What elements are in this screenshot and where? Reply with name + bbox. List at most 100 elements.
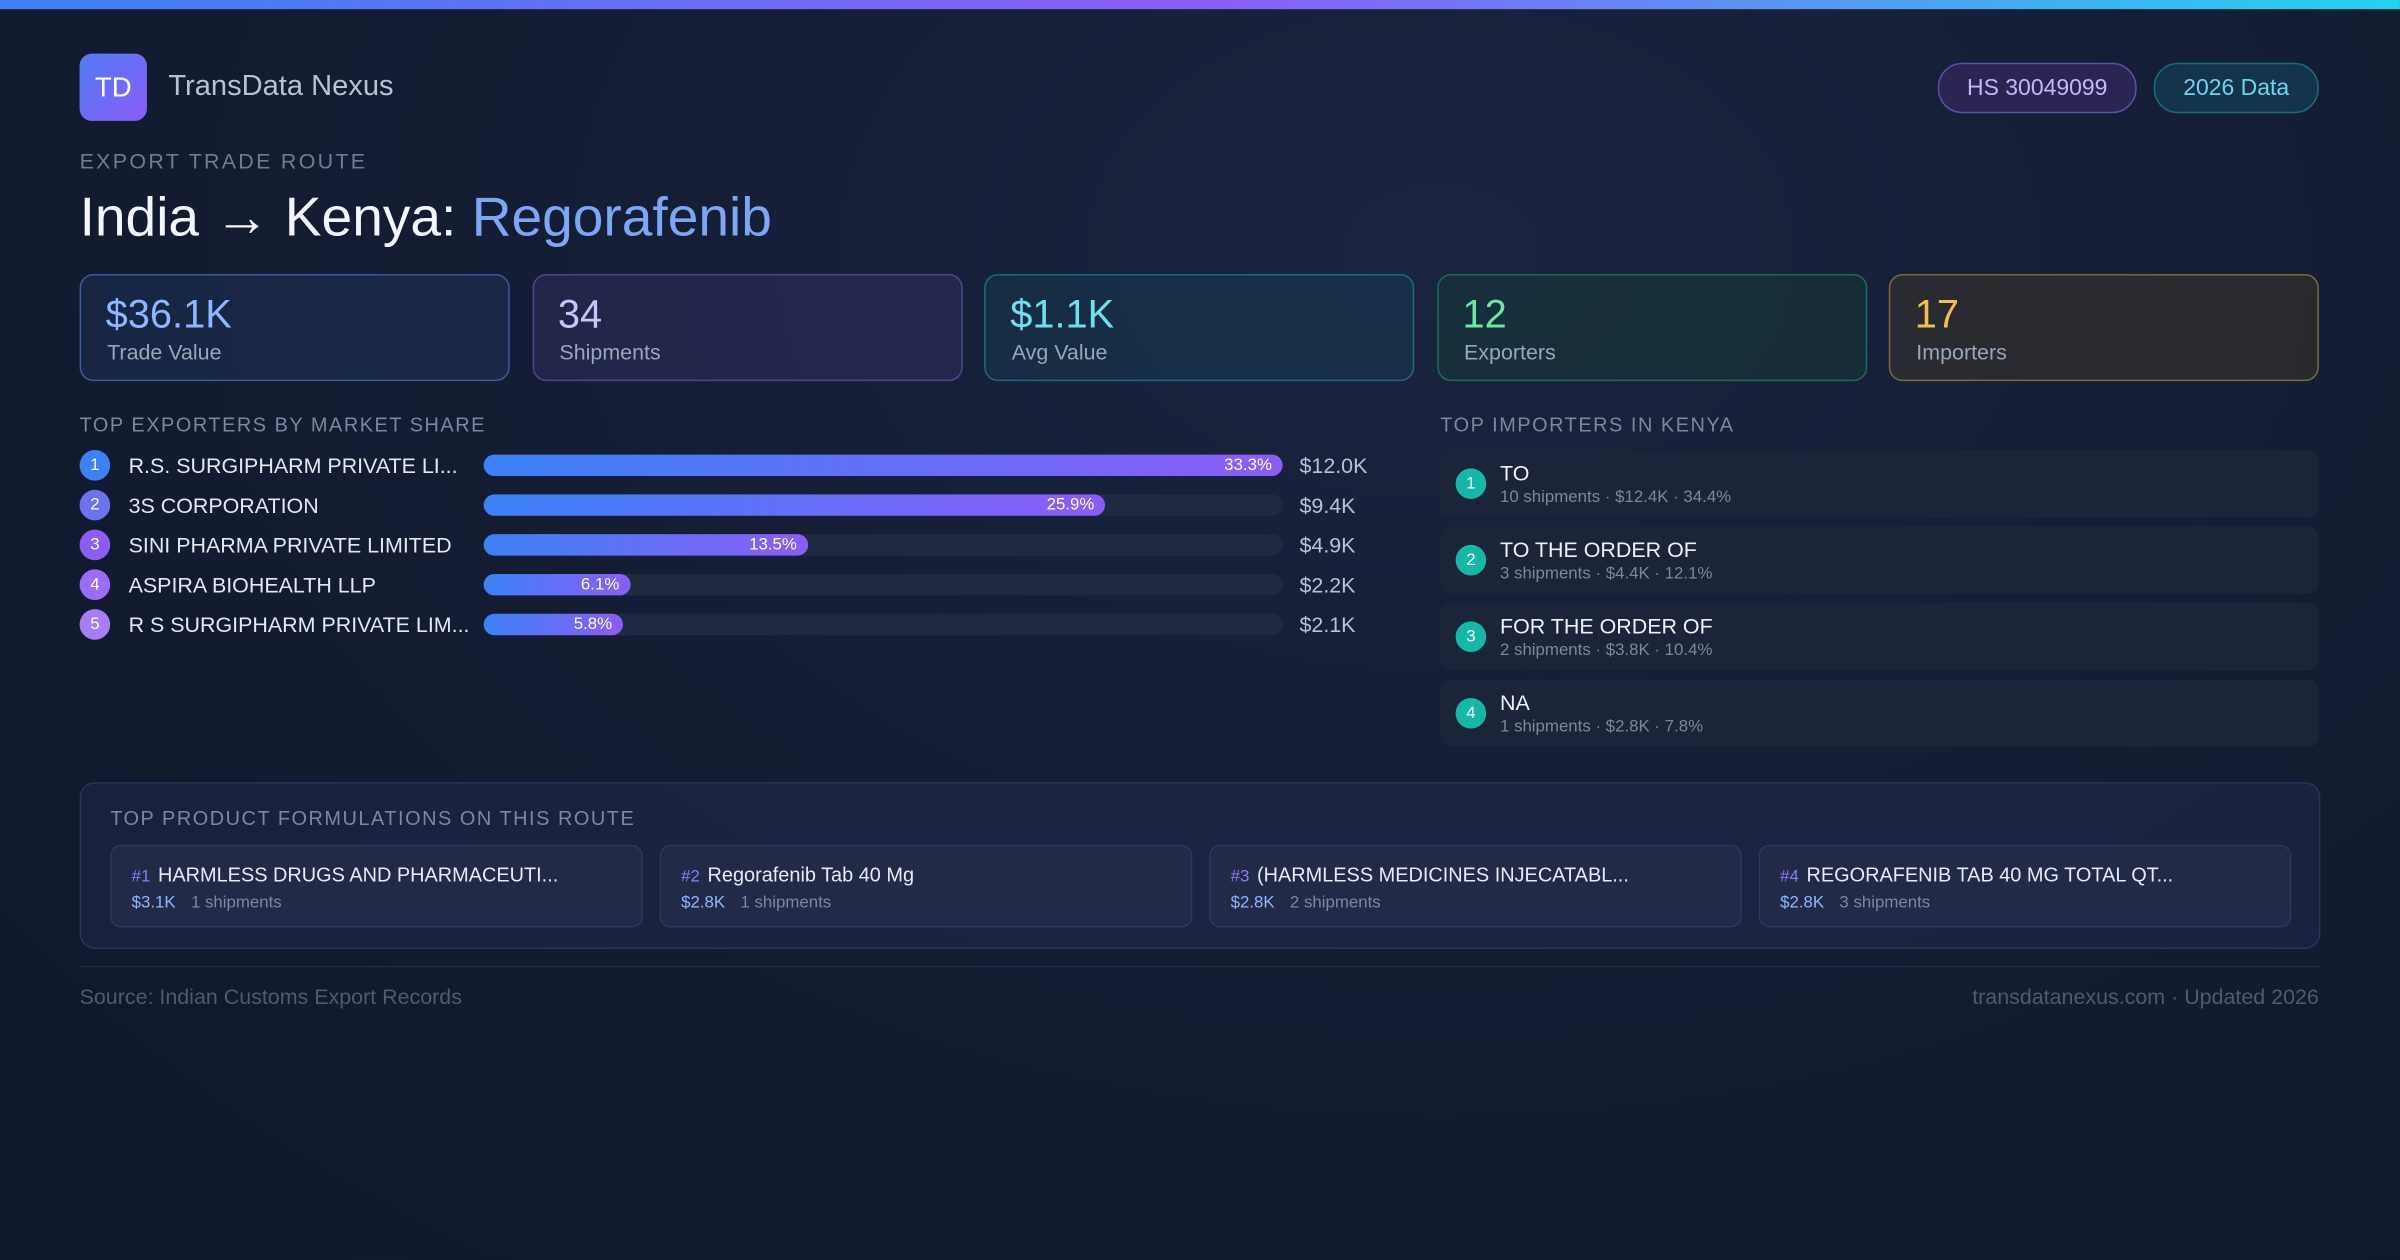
formulation-card: #3 (HARMLESS MEDICINES INJECATABL... $2.8K… — [1209, 844, 1742, 928]
formulation-title: HARMLESS DRUGS AND PHARMACEUTI... — [158, 863, 559, 887]
bar-label: 6.1% — [580, 575, 620, 594]
formulation-shipments: 3 shipments — [1839, 893, 1931, 913]
stat-label: Importers — [1916, 339, 2007, 365]
badge[interactable]: 2026 Data — [2153, 62, 2319, 114]
share-bar: 6.1% — [483, 573, 631, 596]
exporter-name: ASPIRA BIOHEALTH LLP — [128, 572, 376, 597]
formulation-name: #1 HARMLESS DRUGS AND PHARMACEUTI... — [132, 863, 559, 886]
formulation-meta: $2.8K 2 shipments — [1231, 894, 1381, 912]
formulation-title: Regorafenib Tab 40 Mg — [707, 863, 915, 887]
rank-badge: 4 — [1455, 697, 1487, 729]
formulation-shipments: 1 shipments — [740, 893, 832, 913]
formulation-value: $2.8K — [1230, 893, 1275, 913]
stat-card: 12 Exporters — [1436, 273, 1867, 382]
stat-label: Exporters — [1464, 339, 1556, 365]
bar-label: 25.9% — [1046, 495, 1095, 515]
importer-name: NA — [1499, 690, 1530, 715]
formulation-name: #3 (HARMLESS MEDICINES INJECATABL... — [1231, 863, 1629, 886]
formulation-rank: #2 — [681, 867, 700, 887]
share-bar: 33.3% — [483, 454, 1283, 477]
brand: TransData Nexus — [168, 70, 394, 103]
footer-site: transdatanexus.com · Updated 2026 — [1972, 984, 2319, 1009]
divider — [79, 965, 2319, 968]
stat-card: $36.1K Trade Value — [79, 273, 510, 382]
stat-label: Avg Value — [1011, 339, 1108, 365]
formulation-card: #1 HARMLESS DRUGS AND PHARMACEUTI... $3.1K… — [110, 844, 643, 928]
stat-card: $1.1K Avg Value — [984, 273, 1415, 382]
formulation-title: REGORAFENIB TAB 40 MG TOTAL QT... — [1806, 863, 2174, 887]
importer-detail: 3 shipments · $4.4K · 12.1% — [1499, 564, 1713, 584]
formulation-name: #4 REGORAFENIB TAB 40 MG TOTAL QT... — [1780, 863, 2173, 886]
accent-bar — [0, 0, 2400, 10]
rank-badge: 3 — [1455, 621, 1487, 653]
bar-track — [483, 613, 1283, 636]
formulation-rank: #4 — [1780, 867, 1799, 887]
rank-badge: 4 — [79, 569, 111, 600]
title-product: Regorafenib — [471, 185, 772, 248]
rank-badge: 1 — [79, 449, 111, 481]
bar-label: 5.8% — [573, 615, 613, 634]
formulation-meta: $2.8K 1 shipments — [681, 894, 831, 912]
share-bar: 25.9% — [483, 494, 1106, 516]
section-title: TOP EXPORTERS BY MARKET SHARE — [79, 413, 486, 437]
importer-name: TO THE ORDER OF — [1499, 537, 1697, 562]
formulation-meta: $2.8K 3 shipments — [1780, 894, 1930, 912]
eyebrow: EXPORT TRADE ROUTE — [79, 148, 368, 173]
formulation-shipments: 2 shipments — [1289, 893, 1381, 913]
stat-value: 17 — [1914, 290, 1960, 337]
stat-value: $36.1K — [105, 290, 232, 337]
importer-card: 1 TO 10 shipments · $12.4K · 34.4% — [1440, 449, 2319, 518]
importer-name: TO — [1499, 460, 1530, 486]
formulation-meta: $3.1K 1 shipments — [132, 894, 282, 912]
page-title: India → Kenya: Regorafenib — [80, 185, 772, 249]
exporter-name: R.S. SURGIPHARM PRIVATE LI... — [128, 453, 458, 478]
title-route: India → Kenya: — [79, 185, 457, 248]
exporter-value: $2.1K — [1299, 612, 1356, 637]
formulation-value: $3.1K — [131, 893, 176, 913]
logo: TD — [79, 53, 147, 121]
rank-badge: 5 — [79, 609, 111, 640]
section-title: TOP PRODUCT FORMULATIONS ON THIS ROUTE — [110, 806, 636, 830]
exporter-name: 3S CORPORATION — [128, 492, 319, 518]
importer-name: FOR THE ORDER OF — [1499, 613, 1713, 639]
formulation-title: (HARMLESS MEDICINES INJECATABL... — [1257, 863, 1629, 887]
stat-card: 34 Shipments — [531, 273, 962, 382]
rank-badge: 3 — [79, 529, 111, 561]
importer-card: 2 TO THE ORDER OF 3 shipments · $4.4K · 12… — [1440, 526, 2319, 594]
formulation-rank: #1 — [131, 867, 151, 887]
importer-card: 3 FOR THE ORDER OF 2 shipments · $3.8K · 1… — [1440, 603, 2319, 671]
section-title: TOP IMPORTERS IN KENYA — [1440, 413, 1735, 437]
formulation-shipments: 1 shipments — [190, 893, 282, 913]
stat-label: Trade Value — [107, 339, 222, 365]
exporter-value: $2.2K — [1299, 572, 1356, 597]
importer-detail: 10 shipments · $12.4K · 34.4% — [1499, 488, 1732, 507]
formulation-name: #2 Regorafenib Tab 40 Mg — [681, 863, 914, 886]
formulation-card: #2 Regorafenib Tab 40 Mg $2.8K 1 shipments — [659, 844, 1193, 928]
formulation-card: #4 REGORAFENIB TAB 40 MG TOTAL QT... $2.8K… — [1758, 844, 2292, 928]
importer-detail: 1 shipments · $2.8K · 7.8% — [1499, 717, 1704, 737]
exporter-name: SINI PHARMA PRIVATE LIMITED — [128, 532, 452, 558]
exporter-name: R S SURGIPHARM PRIVATE LIM... — [128, 612, 470, 637]
rank-badge: 2 — [79, 489, 111, 521]
exporter-value: $12.0K — [1299, 453, 1368, 478]
badge[interactable]: HS 30049099 — [1937, 62, 2137, 114]
stat-value: $1.1K — [1010, 290, 1115, 337]
share-bar: 5.8% — [483, 613, 623, 636]
stat-label: Shipments — [559, 339, 661, 365]
share-bar: 13.5% — [483, 534, 808, 556]
rank-badge: 1 — [1455, 468, 1487, 499]
exporter-value: $9.4K — [1299, 492, 1356, 518]
formulation-rank: #3 — [1230, 867, 1250, 887]
stat-card: 17 Importers — [1888, 273, 2319, 382]
importer-detail: 2 shipments · $3.8K · 10.4% — [1499, 641, 1713, 660]
stat-value: 34 — [557, 290, 603, 337]
bar-label: 33.3% — [1224, 456, 1272, 475]
importer-card: 4 NA 1 shipments · $2.8K · 7.8% — [1440, 679, 2319, 747]
footer-source: Source: Indian Customs Export Records — [79, 984, 462, 1009]
formulation-value: $2.8K — [1780, 893, 1825, 913]
stat-value: 12 — [1462, 290, 1507, 337]
bar-label: 13.5% — [749, 535, 797, 555]
